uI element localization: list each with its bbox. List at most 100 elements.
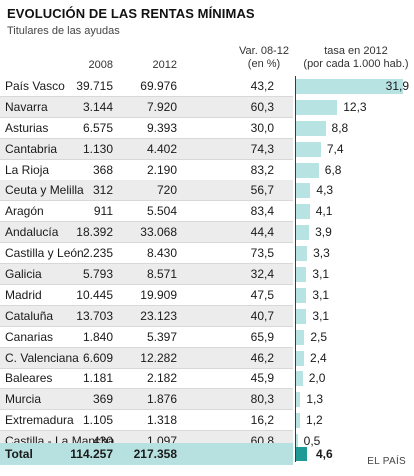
region-label: Navarra: [5, 99, 48, 114]
rate-bar: [296, 204, 310, 220]
table-row: Murcia 369 1.876 80,3 1,3: [0, 389, 414, 411]
value-2008: 2.235: [82, 246, 113, 261]
value-2012: 8.430: [146, 246, 177, 261]
total-rate-bar: [296, 447, 307, 461]
value-var: 56,7: [250, 183, 274, 198]
rate-label: 3,3: [313, 246, 330, 261]
value-2008: 368: [92, 162, 113, 177]
value-2012: 9.393: [146, 120, 177, 135]
table-row: Andalucía 18.392 33.068 44,4 3,9: [0, 222, 414, 244]
table-row: Asturias 6.575 9.393 30,0 8,8: [0, 118, 414, 139]
region-label: Extremadura: [5, 413, 74, 428]
row-separator: [0, 304, 293, 306]
table-row: Cantabria 1.130 4.402 74,3 7,4: [0, 138, 414, 160]
total-2012: 217.358: [133, 447, 177, 461]
rate-bar: [296, 392, 301, 408]
region-label: La Rioja: [5, 162, 50, 177]
value-2012: 23.123: [140, 308, 177, 323]
rate-bar: [296, 162, 319, 178]
region-label: Murcia: [5, 392, 42, 407]
table-row: Navarra 3.144 7.920 60,3 12,3: [0, 96, 414, 118]
rate-bar: [296, 246, 308, 262]
value-var: 73,5: [250, 246, 274, 261]
value-var: 83,2: [250, 162, 274, 177]
value-var: 60,3: [250, 99, 274, 114]
source-credit: EL PAÍS: [367, 456, 406, 467]
rate-label: 4,1: [315, 204, 333, 219]
value-2012: 2.182: [146, 371, 177, 386]
total-2008: 114.257: [70, 447, 113, 461]
rate-bar: [296, 329, 305, 345]
rate-bar: [296, 79, 403, 94]
value-2008: 1.105: [82, 413, 113, 428]
table-row: Canarias 1.840 5.397 65,9 2,5: [0, 327, 414, 348]
row-separator: [0, 137, 293, 139]
rate-label: 3,9: [315, 225, 332, 240]
region-label: Cataluña: [5, 308, 54, 323]
header-var-line2: (en %): [247, 58, 281, 70]
region-label: Aragón: [5, 204, 44, 219]
rate-label: 1,2: [306, 413, 323, 428]
value-var: 65,9: [250, 329, 274, 344]
rate-bar: [296, 371, 303, 387]
value-2012: 5.504: [146, 204, 177, 219]
chart-subtitle: Titulares de las ayudas: [7, 25, 120, 37]
value-2008: 369: [92, 392, 113, 407]
rate-label: 0,5: [303, 434, 321, 449]
row-separator: [0, 221, 293, 223]
value-2012: 33.068: [140, 225, 177, 240]
value-2012: 7.920: [146, 99, 177, 114]
value-var: 30,0: [250, 120, 274, 135]
value-2008: 10.445: [76, 287, 113, 302]
data-table: País Vasco 39.715 69.976 43,2 31,9 Navarra 3.1…: [0, 76, 414, 453]
table-row: Galicia 5.793 8.571 32,4 3,1: [0, 264, 414, 286]
value-var: 32,4: [250, 267, 274, 282]
row-separator: [0, 346, 293, 348]
value-2008: 1.840: [82, 329, 113, 344]
region-label: Galicia: [5, 267, 42, 282]
value-2008: 18.392: [76, 225, 113, 240]
header-2008: 2008: [88, 59, 113, 71]
rate-bar: [296, 99, 338, 115]
bar-axis-line: [295, 76, 296, 462]
rate-label: 12,3: [343, 99, 367, 114]
value-2008: 3.144: [82, 99, 113, 114]
table-row: Castilla y León 2.235 8.430 73,5 3,3: [0, 243, 414, 265]
table-row: Cataluña 13.703 23.123 40,7 3,1: [0, 305, 414, 327]
rate-label: 2,4: [310, 350, 327, 365]
rate-label: 4,3: [316, 183, 334, 198]
value-var: 45,9: [250, 371, 274, 386]
total-row-background: [0, 443, 293, 465]
value-var: 46,2: [250, 350, 274, 365]
rate-bar: [296, 308, 307, 324]
table-row: Aragón 911 5.504 83,4 4,1: [0, 201, 414, 223]
region-label: País Vasco: [5, 79, 65, 93]
row-separator: [0, 430, 293, 432]
table-row: Ceuta y Melilla 312 720 56,7 4,3: [0, 180, 414, 202]
row-background: [0, 138, 293, 159]
region-label: Cantabria: [5, 141, 58, 156]
value-2012: 5.397: [146, 329, 177, 344]
rate-label: 6,8: [324, 162, 342, 177]
value-var: 47,5: [250, 287, 274, 302]
row-separator: [0, 242, 293, 244]
table-row: Madrid 10.445 19.909 47,5 3,1: [0, 285, 414, 306]
value-2012: 19.909: [140, 287, 177, 302]
value-var: 43,2: [250, 79, 274, 93]
rate-bar: [296, 413, 301, 429]
value-2008: 39.715: [76, 79, 113, 93]
table-row: C. Valenciana 6.609 12.282 46,2 2,4: [0, 347, 414, 369]
value-2008: 5.793: [82, 267, 113, 282]
row-background: [0, 222, 293, 243]
rate-label: 8,8: [331, 120, 349, 135]
chart-title: EVOLUCIÓN DE LAS RENTAS MÍNIMAS: [7, 6, 255, 21]
header-2012: 2012: [152, 59, 177, 71]
region-label: Canarias: [5, 329, 54, 344]
rate-label: 2,0: [308, 371, 326, 386]
total-rate-label: 4,6: [316, 447, 333, 461]
value-2008: 1.181: [82, 371, 113, 386]
region-label: Baleares: [5, 371, 53, 386]
rate-bar: [296, 141, 321, 157]
header-var-line1: Var. 08-12: [239, 45, 289, 57]
value-2008: 312: [92, 183, 113, 198]
